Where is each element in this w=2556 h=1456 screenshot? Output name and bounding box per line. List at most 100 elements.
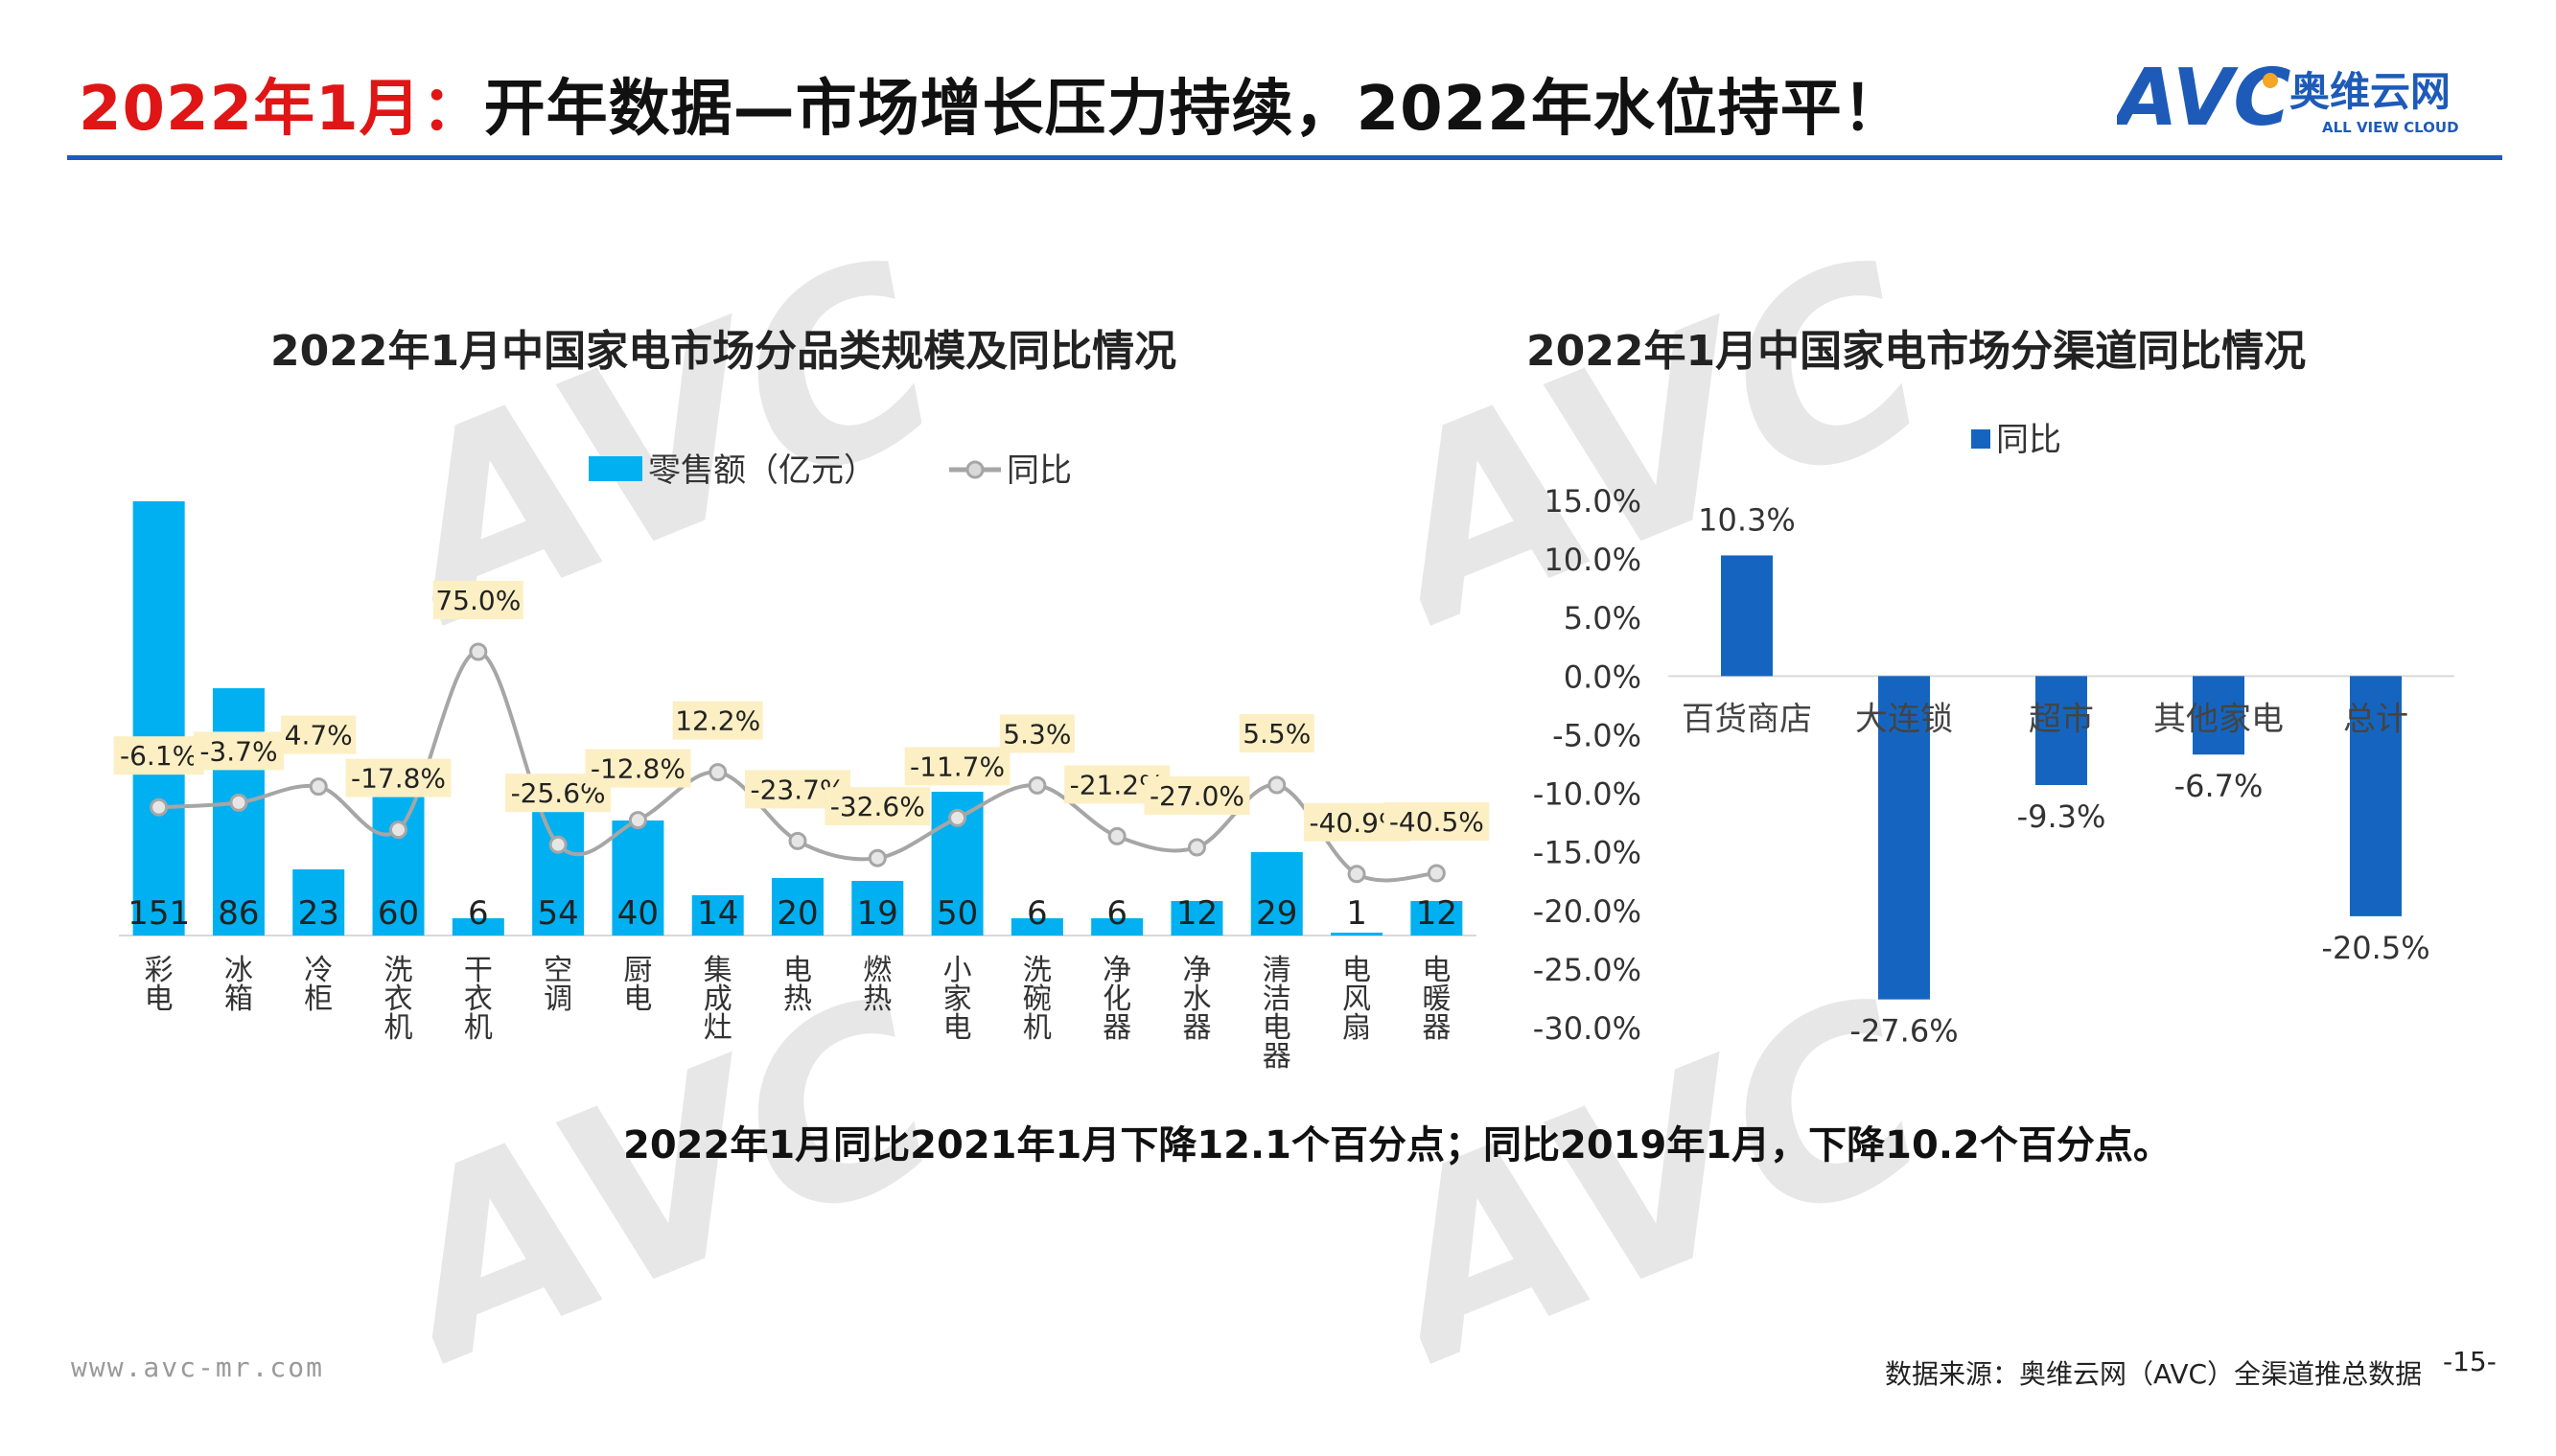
yoy-point [628, 811, 647, 830]
channel-bar [2035, 676, 2087, 785]
yoy-label-bg [193, 731, 284, 771]
yoy-point [309, 777, 328, 797]
category-tick-label: 柜 [304, 982, 333, 1016]
summary-note: 2022年1月同比2021年1月下降12.1个百分点；同比2019年1月，下降1… [623, 1123, 2172, 1167]
category-tick-label: 热 [783, 982, 812, 1016]
sales-value-label: 29 [1256, 894, 1297, 933]
data-source: 数据来源：奥维云网（AVC）全渠道推总数据 [1885, 1358, 2423, 1390]
category-tick-label: 洗 [384, 954, 413, 987]
yoy-value-label: 5.3% [1003, 718, 1071, 750]
y-tick-label: 0.0% [1564, 659, 1641, 695]
channel-value-label: -27.6% [1849, 1013, 1958, 1050]
channel-legend: 同比 [1971, 421, 2061, 459]
y-tick-label: -15.0% [1533, 835, 1641, 871]
sales-bar [1331, 933, 1383, 936]
yoy-label-bg [999, 714, 1075, 753]
yoy-point [1107, 826, 1127, 845]
sales-value-label: 1 [1346, 894, 1367, 933]
sales-bar [851, 881, 904, 936]
yoy-point [1427, 864, 1446, 883]
yoy-value-label: -3.7% [199, 735, 277, 767]
category-tick-label: 电 [1263, 1011, 1291, 1045]
category-tick-label: 冷 [304, 954, 333, 987]
y-tick-label: 5.0% [1564, 600, 1641, 636]
yoy-label-bg [904, 747, 1011, 786]
sales-value-label: 86 [218, 894, 259, 933]
category-tick-label: 电 [1342, 954, 1371, 987]
yoy-label-bg [585, 749, 691, 788]
yoy-point [788, 831, 807, 850]
category-tick-label: 清 [1263, 954, 1291, 987]
sales-bar [452, 918, 504, 936]
sales-bar [1250, 852, 1303, 936]
yoy-label-bg [432, 581, 523, 619]
title-prefix: 2022年1月： [79, 74, 484, 145]
category-tick-label: 化 [1103, 982, 1131, 1016]
category-tick-label: 扇 [1342, 1011, 1371, 1045]
category-tick-label: 机 [464, 1011, 493, 1045]
yoy-point [548, 835, 568, 854]
yoy-value-label: -17.8% [351, 763, 446, 795]
y-tick-label: -5.0% [1552, 717, 1641, 753]
yoy-value-label: 4.7% [285, 720, 353, 751]
channel-labels: 百货商店 10.3% 大连锁 -27.6% 超市 -9.3% 其他家电 -6.7% 总计 -20.… [1682, 501, 2430, 1049]
sales-value-label: 6 [1106, 894, 1127, 933]
category-tick-label: 洗 [1023, 954, 1052, 987]
logo-cn: 奥维云网 [2289, 68, 2451, 115]
y-tick-label: -20.0% [1533, 893, 1641, 930]
sales-value-label: 12 [1176, 894, 1218, 933]
yoy-point [469, 642, 488, 661]
yoy-label-bg [1383, 802, 1490, 841]
channel-value-label: -20.5% [2321, 930, 2429, 966]
category-tick-label: 干 [464, 954, 493, 987]
channel-bar [1721, 555, 1773, 677]
category-tick-label: 器 [1103, 1011, 1131, 1045]
yoy-label-bg [1144, 776, 1250, 815]
y-tick-label: 10.0% [1544, 542, 1641, 578]
category-tick-label: 电 [145, 982, 174, 1016]
category-chart-title: 2022年1月中国家电市场分品类规模及同比情况 [270, 327, 1177, 376]
category-tick-label: 净 [1103, 954, 1131, 987]
category-tick-label: 风 [1342, 982, 1371, 1016]
category-tick-label: 洁 [1263, 982, 1291, 1016]
sales-value-label: 54 [537, 894, 578, 933]
category-tick-label: 电 [943, 1011, 972, 1045]
category-tick-label: 家 [943, 982, 972, 1016]
channel-y-axis: 15.0% 10.0% 5.0% 0.0% -5.0% -10.0% -15.0% -20.0… [1533, 483, 2454, 1047]
legend-line-marker [965, 460, 985, 479]
sales-value-label: 50 [937, 894, 978, 933]
channel-value-label: -9.3% [2017, 798, 2106, 835]
sales-value-label: 19 [857, 894, 898, 933]
y-tick-label: -25.0% [1533, 952, 1641, 988]
sales-value-label: 23 [298, 894, 339, 933]
category-tick-label: 电 [783, 954, 812, 987]
category-tick-label: 热 [863, 982, 892, 1016]
category-legend: 零售额（亿元） 同比 [589, 451, 1072, 490]
legend-swatch [1971, 429, 1990, 449]
legend-channel-label: 同比 [1996, 421, 2061, 459]
yoy-value-label: -11.7% [910, 751, 1005, 782]
page-number: -15- [2443, 1346, 2497, 1377]
channel-value-label: 10.3% [1698, 501, 1796, 538]
y-tick-label: 15.0% [1544, 483, 1641, 520]
yoy-point [229, 793, 248, 812]
legend-bar-swatch [589, 456, 642, 481]
sales-bar [212, 688, 265, 936]
category-tick-label: 调 [544, 982, 572, 1016]
sales-value-label: 6 [1027, 894, 1048, 933]
category-tick-label: 集 [704, 954, 732, 987]
channel-chart-title: 2022年1月中国家电市场分渠道同比情况 [1526, 327, 2307, 376]
category-tick-label: 小 [943, 954, 972, 987]
category-tick-label: 彩 [145, 954, 174, 987]
yoy-value-label: -12.8% [591, 753, 685, 785]
yoy-value-label: -6.1% [120, 740, 198, 772]
yoy-label-bg [281, 715, 357, 754]
channel-tick-label: 百货商店 [1682, 700, 1812, 738]
category-tick-label: 器 [1263, 1040, 1291, 1074]
y-tick-label: -30.0% [1533, 1010, 1641, 1047]
legend-sales-label: 零售额（亿元） [648, 451, 876, 490]
y-tick-label: -10.0% [1533, 776, 1641, 813]
yoy-label-bg [345, 758, 452, 797]
channel-bar [1878, 676, 1930, 1000]
category-tick-label: 衣 [384, 982, 413, 1016]
